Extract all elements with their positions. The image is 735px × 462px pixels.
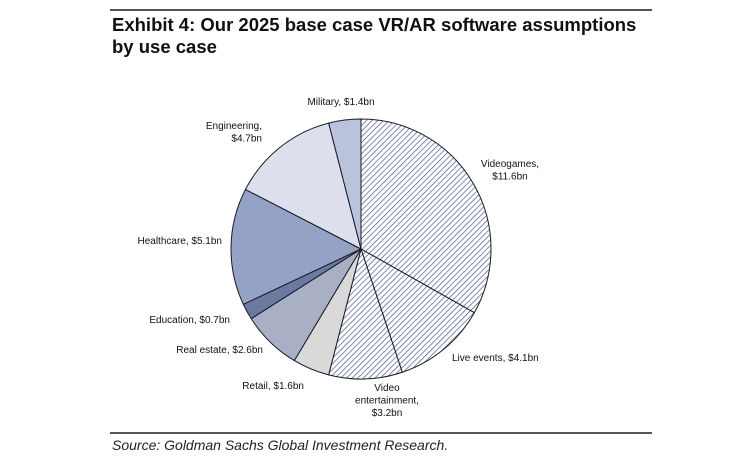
pie-slice-military bbox=[328, 118, 362, 250]
slice-label-education: Education, $0.7bn bbox=[149, 315, 230, 326]
slice-label-live-events: Live events, $4.1bn bbox=[452, 353, 539, 364]
top-rule bbox=[110, 9, 652, 11]
slice-label-real-estate: Real estate, $2.6bn bbox=[176, 345, 263, 356]
slice-label-retail: Retail, $1.6bn bbox=[242, 381, 304, 392]
slice-label-engineering: Engineering, $4.7bn bbox=[206, 121, 262, 145]
slice-label-videogames: Videogames, $11.6bn bbox=[481, 159, 539, 183]
pie-slice-live-events bbox=[360, 247, 476, 373]
slice-label-healthcare: Healthcare, $5.1bn bbox=[137, 236, 222, 247]
chart-title: Exhibit 4: Our 2025 base case VR/AR soft… bbox=[112, 14, 637, 57]
slice-label-military: Military, $1.4bn bbox=[307, 97, 374, 108]
source-note: Source: Goldman Sachs Global Investment … bbox=[112, 437, 449, 453]
pie-slice-healthcare bbox=[230, 188, 363, 306]
pie-slice-engineering bbox=[244, 122, 362, 250]
pie-slice-videogames bbox=[360, 118, 492, 314]
bottom-rule bbox=[110, 432, 652, 434]
slice-label-video-entertainment: Video entertainment, $3.2bn bbox=[355, 383, 419, 419]
